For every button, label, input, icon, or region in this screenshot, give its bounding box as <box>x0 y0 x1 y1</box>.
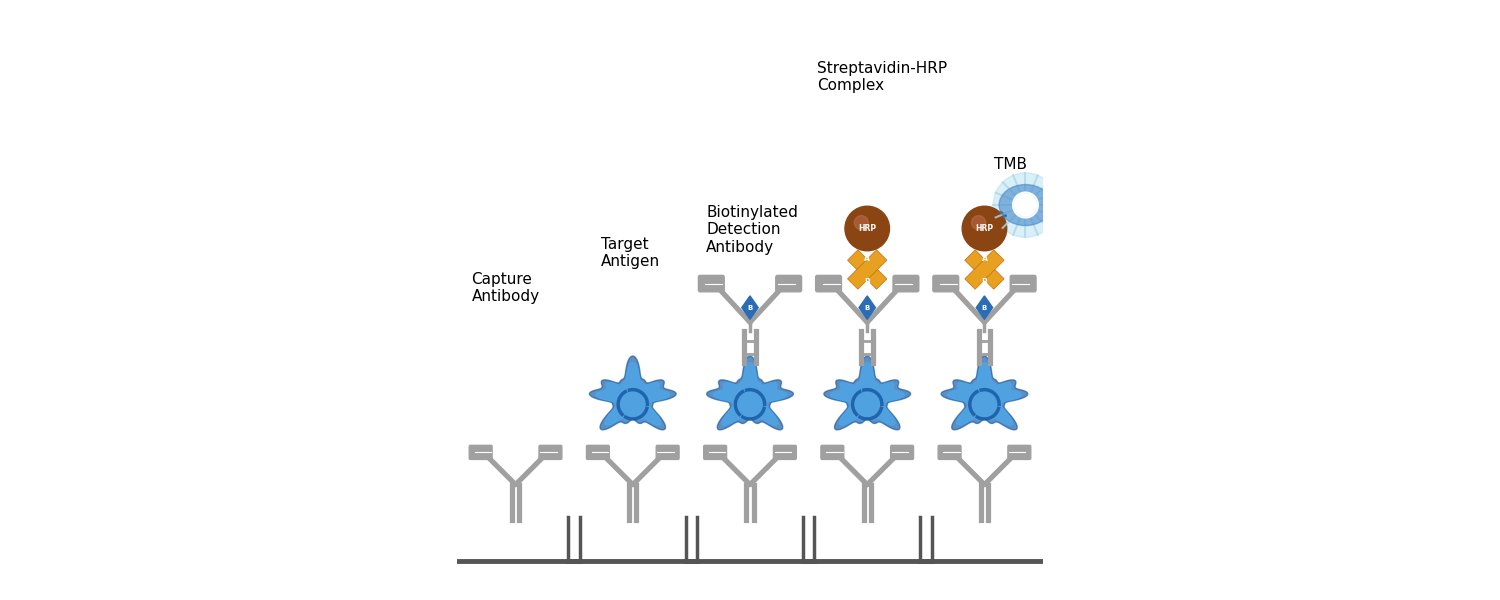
Text: A: A <box>864 254 870 263</box>
Text: B: B <box>982 305 987 311</box>
Circle shape <box>993 173 1058 237</box>
FancyBboxPatch shape <box>704 445 726 460</box>
FancyBboxPatch shape <box>1010 275 1036 292</box>
FancyBboxPatch shape <box>938 445 962 460</box>
FancyBboxPatch shape <box>776 275 801 292</box>
Polygon shape <box>847 250 886 289</box>
Polygon shape <box>824 356 910 430</box>
FancyBboxPatch shape <box>699 275 724 292</box>
Polygon shape <box>712 362 788 425</box>
Polygon shape <box>948 362 1022 425</box>
Polygon shape <box>859 296 876 319</box>
Circle shape <box>1017 196 1035 214</box>
Polygon shape <box>831 362 904 425</box>
FancyBboxPatch shape <box>774 445 796 460</box>
Polygon shape <box>847 250 886 289</box>
Text: HRP: HRP <box>858 224 876 233</box>
Circle shape <box>1016 194 1036 215</box>
Text: Target
Antigen: Target Antigen <box>600 237 660 269</box>
Text: Biotinylated
Detection
Antibody: Biotinylated Detection Antibody <box>706 205 798 254</box>
FancyBboxPatch shape <box>586 445 609 460</box>
Circle shape <box>844 206 889 251</box>
Polygon shape <box>742 296 758 319</box>
Text: Streptavidin-HRP
Complex: Streptavidin-HRP Complex <box>818 61 948 94</box>
Text: A: A <box>981 254 987 263</box>
Text: HRP: HRP <box>975 224 993 233</box>
Circle shape <box>855 215 868 230</box>
Circle shape <box>972 215 986 230</box>
Polygon shape <box>964 250 1004 289</box>
Text: B: B <box>981 278 987 287</box>
Circle shape <box>1013 192 1038 218</box>
Text: TMB: TMB <box>994 157 1028 172</box>
FancyBboxPatch shape <box>470 445 492 460</box>
Text: B: B <box>747 305 753 311</box>
FancyBboxPatch shape <box>892 275 920 292</box>
Circle shape <box>962 206 1006 251</box>
Polygon shape <box>706 356 794 430</box>
FancyBboxPatch shape <box>538 445 562 460</box>
Polygon shape <box>596 362 669 425</box>
Text: Capture
Antibody: Capture Antibody <box>471 272 540 304</box>
FancyBboxPatch shape <box>816 275 842 292</box>
Text: B: B <box>864 278 870 287</box>
FancyBboxPatch shape <box>1008 445 1031 460</box>
FancyBboxPatch shape <box>656 445 680 460</box>
Polygon shape <box>940 356 1028 430</box>
Text: B: B <box>864 305 870 311</box>
Ellipse shape <box>999 185 1051 226</box>
FancyBboxPatch shape <box>891 445 914 460</box>
Polygon shape <box>964 250 1004 289</box>
Polygon shape <box>976 296 993 319</box>
FancyBboxPatch shape <box>933 275 958 292</box>
FancyBboxPatch shape <box>821 445 844 460</box>
Polygon shape <box>590 356 676 430</box>
